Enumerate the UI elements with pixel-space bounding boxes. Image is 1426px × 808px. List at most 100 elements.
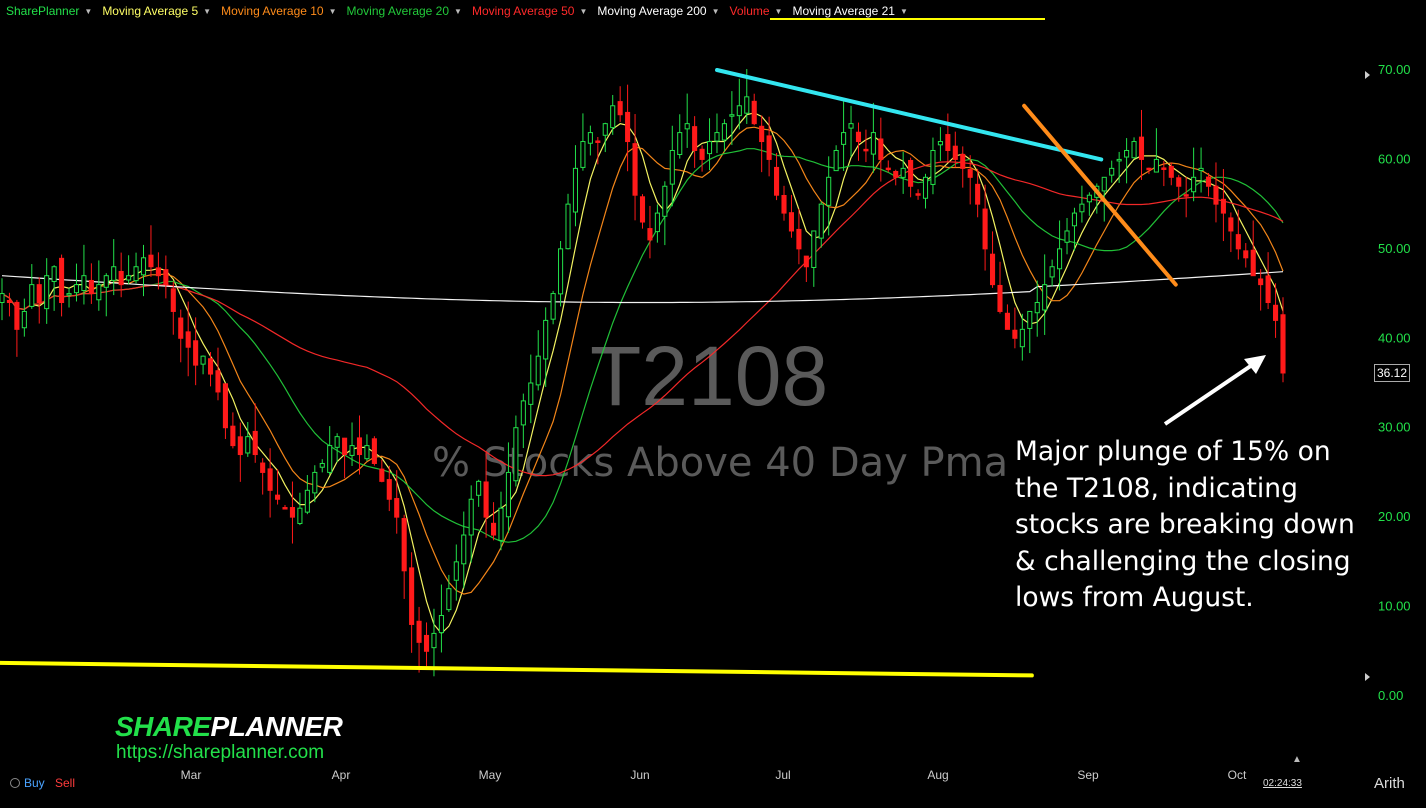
candle-body (438, 615, 444, 634)
y-tick-label: 60.00 (1378, 151, 1411, 166)
indicator-toolbar: SharePlanner ▼ Moving Average 5 ▼ Moving A… (0, 0, 1060, 22)
candle-body (1146, 167, 1152, 171)
candle-body (721, 123, 727, 141)
scroll-up-icon[interactable]: ▲ (1292, 754, 1302, 765)
candle-body (252, 430, 258, 456)
candle-body (1258, 278, 1264, 286)
candle-body (699, 148, 705, 160)
candle-body (453, 561, 459, 581)
candle-body (833, 149, 839, 172)
candle-body (371, 438, 377, 464)
candle-body (937, 141, 943, 146)
candle-body (237, 436, 243, 456)
candle-body (558, 248, 564, 295)
candle-body (0, 293, 5, 304)
trendline-0 (715, 68, 1104, 162)
candle-body (73, 284, 80, 294)
y-axis: 70.00 60.00 50.00 40.00 30.00 20.00 10.00 0.00 (1365, 62, 1411, 703)
candle-body (29, 284, 35, 307)
candle-body (342, 437, 348, 456)
candle-body (543, 319, 549, 360)
toolbar-item-volume[interactable]: Volume ▼ (730, 4, 783, 18)
candle-body (215, 370, 221, 393)
candle-body (1191, 176, 1197, 193)
candle-body (386, 479, 392, 500)
candle-body (684, 123, 690, 130)
candle-body (222, 383, 228, 429)
candle-body (759, 125, 765, 143)
candle-body (133, 266, 139, 282)
toolbar-label: Moving Average 50 (471, 4, 575, 18)
candle-body (669, 149, 675, 185)
candle-body (595, 140, 601, 143)
candle-body (1079, 203, 1085, 213)
ma-line-200 (1, 271, 1284, 304)
candle-body (952, 145, 958, 160)
candle-body (423, 634, 430, 652)
toolbar-item-ma50[interactable]: Moving Average 50 ▼ (472, 4, 587, 18)
candle-body (334, 436, 340, 448)
chevron-down-icon: ▼ (84, 6, 93, 16)
candle-body (1101, 176, 1107, 192)
candle-body (1004, 312, 1010, 330)
candle-body (36, 284, 42, 304)
candle-body (490, 522, 497, 536)
candle-body (498, 507, 504, 541)
buy-button[interactable]: Buy (24, 776, 45, 790)
candle-body (81, 275, 87, 292)
sell-button[interactable]: Sell (55, 776, 76, 790)
order-radio-icon[interactable] (10, 778, 20, 788)
candle-body (51, 266, 57, 282)
candle-body (21, 310, 27, 329)
ma-line-5 (1, 112, 1284, 635)
candle-body (364, 445, 370, 460)
candle-body (416, 620, 422, 643)
candle-body (803, 255, 809, 268)
candle-body (140, 257, 147, 276)
candle-body (922, 176, 929, 199)
toolbar-item-ma20[interactable]: Moving Average 20 ▼ (347, 4, 462, 18)
candle-body (528, 382, 534, 405)
candle-body (1235, 234, 1241, 250)
trendline-1 (1022, 103, 1178, 287)
candle-body (1042, 284, 1048, 311)
candle-body (170, 288, 176, 312)
candle-body (1019, 328, 1025, 348)
candle-body (178, 317, 184, 339)
candle-body (654, 212, 660, 233)
toolbar-item-shareplanner[interactable]: SharePlanner ▼ (6, 4, 92, 18)
candle-body (878, 138, 884, 160)
chart-annotation: Major plunge of 15% on the T2108, indica… (1015, 436, 1355, 613)
candle-body (1280, 314, 1286, 374)
trendlines (0, 68, 1178, 678)
chevron-down-icon: ▼ (899, 6, 908, 16)
chevron-down-icon: ▼ (454, 6, 462, 16)
candle-body (1124, 149, 1130, 158)
candle-body (185, 331, 191, 348)
logo-url[interactable]: https://shareplanner.com (116, 742, 325, 763)
candle-body (818, 203, 824, 239)
candle-body (1161, 167, 1167, 170)
toolbar-item-ma10[interactable]: Moving Average 10 ▼ (221, 4, 336, 18)
candle-body (282, 507, 288, 510)
candle-body (736, 105, 742, 117)
candle-body (632, 143, 638, 196)
y-tick-label: 50.00 (1378, 241, 1411, 256)
scale-mode-button[interactable]: Arith (1374, 775, 1405, 792)
toolbar-item-ma21[interactable]: Moving Average 21 ▼ (792, 4, 907, 18)
candle-body (505, 471, 511, 518)
candle-body (1034, 302, 1040, 314)
toolbar-item-ma200[interactable]: Moving Average 200 ▼ (597, 4, 719, 18)
candle-body (148, 254, 154, 268)
candle-body (446, 588, 452, 611)
candle-body (1183, 194, 1189, 197)
axis-marker-icon (1365, 71, 1370, 79)
candle-body (908, 159, 914, 187)
x-tick-label: Oct (1228, 768, 1247, 782)
candle-body (155, 267, 161, 277)
toolbar-item-ma5[interactable]: Moving Average 5 ▼ (102, 4, 211, 18)
x-tick-label: Aug (927, 768, 948, 782)
candle-body (111, 266, 117, 281)
y-tick-label: 20.00 (1378, 509, 1411, 524)
